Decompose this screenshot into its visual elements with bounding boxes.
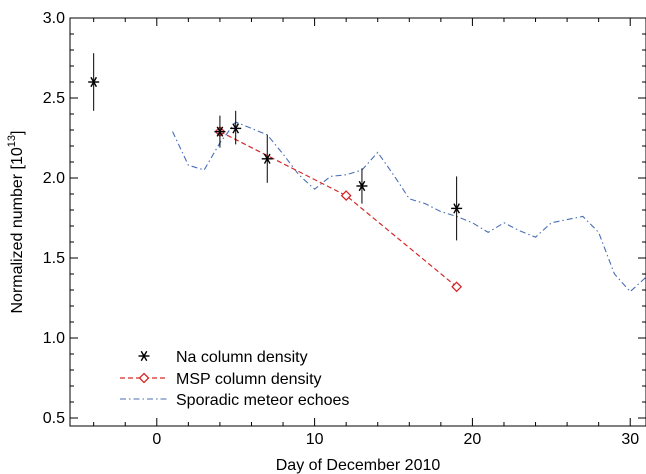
msp-point — [451, 281, 463, 293]
x-axis-label: Day of December 2010 — [276, 457, 441, 474]
legend-label-msp: MSP column density — [176, 371, 322, 388]
series-meteor-line — [172, 121, 646, 293]
legend-label-na: Na column density — [176, 349, 308, 366]
y-tick-label: 1.5 — [43, 250, 65, 267]
y-tick-label: 0.5 — [43, 410, 65, 427]
na-point — [230, 123, 242, 134]
na-point — [451, 203, 463, 214]
legend: Na column density MSP column density Spo… — [120, 349, 349, 409]
y-axis-label-close: ] — [9, 131, 26, 135]
y-axis-label: Normalized number [1013] — [6, 131, 26, 314]
plot-frame — [69, 17, 646, 427]
x-tick-label: 20 — [464, 431, 482, 448]
legend-asterisk — [138, 350, 150, 362]
legend-symbol-na — [138, 350, 150, 362]
na-point-d2 — [263, 153, 271, 164]
y-axis: 0.5 1.0 1.5 2.0 2.5 3.0 — [43, 10, 646, 427]
na-point — [356, 180, 368, 192]
x-tick-label: 30 — [621, 431, 639, 448]
y-tick-label: 3.0 — [43, 10, 65, 27]
series-msp-line — [219, 131, 458, 288]
na-point-d2 — [453, 203, 460, 214]
y-axis-label-text: Normalized number [10 — [9, 147, 26, 313]
na-point-d2 — [216, 126, 224, 137]
plot-marks — [88, 53, 646, 293]
msp-point — [340, 190, 352, 202]
y-tick-label: 1.0 — [43, 330, 65, 347]
na-point-d2 — [232, 123, 240, 134]
y-tick-label: 2.0 — [43, 170, 65, 187]
na-point — [214, 126, 226, 137]
y-tick-label: 2.5 — [43, 90, 65, 107]
x-axis: 0 10 20 30 — [93, 18, 639, 448]
legend-symbol-msp — [120, 372, 168, 384]
legend-asterisk-d2 — [140, 350, 148, 362]
legend-label-meteor: Sporadic meteor echoes — [176, 392, 349, 409]
x-tick-label: 0 — [152, 431, 161, 448]
y-axis-label-exponent: 13 — [6, 135, 18, 147]
na-point — [261, 153, 273, 164]
na-point — [88, 76, 100, 88]
legend-diamond — [138, 372, 150, 384]
x-tick-label: 10 — [306, 431, 324, 448]
na-point-d2 — [358, 180, 366, 192]
na-point-d2 — [90, 76, 98, 88]
